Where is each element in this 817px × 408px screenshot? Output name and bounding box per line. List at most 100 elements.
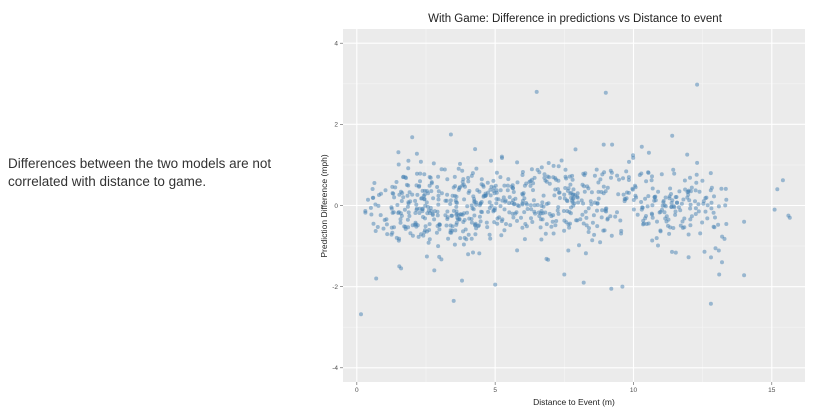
data-point — [510, 183, 515, 188]
data-point — [436, 193, 441, 198]
data-point — [497, 215, 502, 220]
data-point — [680, 219, 685, 224]
data-point — [498, 188, 503, 193]
data-point — [403, 224, 408, 229]
data-point — [519, 215, 523, 220]
data-point — [570, 196, 575, 201]
data-point — [542, 172, 547, 177]
data-point — [426, 240, 431, 245]
data-point — [451, 185, 456, 190]
data-point — [419, 232, 423, 237]
data-point — [641, 218, 646, 223]
data-point — [649, 178, 654, 183]
data-point — [469, 220, 474, 225]
data-point — [568, 221, 572, 226]
data-point — [639, 144, 644, 149]
data-point — [551, 175, 556, 180]
data-point — [709, 255, 713, 260]
data-point — [423, 224, 428, 229]
data-point — [543, 231, 548, 236]
data-point — [563, 167, 568, 172]
data-point — [457, 217, 462, 222]
data-point — [592, 232, 597, 237]
data-point — [547, 181, 552, 186]
data-point — [369, 212, 374, 217]
data-point — [453, 198, 458, 203]
data-point — [571, 187, 576, 192]
data-point — [469, 217, 474, 221]
x-axis-ticks: 0 5 10 15 — [355, 382, 776, 394]
data-point — [595, 224, 600, 229]
data-point — [599, 215, 604, 220]
data-point — [470, 171, 475, 176]
data-point — [627, 159, 631, 164]
data-point — [546, 161, 551, 165]
data-point — [446, 236, 451, 241]
data-point — [434, 230, 439, 235]
data-point — [705, 216, 710, 221]
data-point — [663, 195, 668, 200]
data-point — [522, 237, 527, 242]
data-point — [451, 298, 456, 303]
data-point — [581, 221, 586, 226]
data-point — [443, 213, 448, 218]
data-point — [575, 191, 580, 196]
data-point — [567, 174, 572, 179]
data-point — [499, 154, 504, 159]
data-point — [545, 174, 550, 179]
y-tick-label: 4 — [334, 41, 338, 48]
data-point — [673, 250, 678, 255]
data-point — [371, 221, 376, 226]
data-point — [705, 203, 710, 208]
data-point — [390, 191, 395, 196]
data-point — [445, 192, 450, 197]
y-axis-ticks: -4 -2 0 2 4 — [332, 41, 343, 372]
data-point — [489, 158, 493, 163]
data-point — [613, 214, 618, 219]
data-point — [426, 191, 430, 196]
data-point — [510, 186, 515, 191]
data-point — [601, 142, 606, 147]
caption-text: Differences between the two models are n… — [8, 156, 272, 189]
data-point — [422, 188, 427, 193]
data-point — [556, 211, 561, 216]
data-point — [689, 214, 694, 219]
data-point — [742, 273, 747, 278]
data-point — [418, 171, 423, 176]
data-point — [775, 187, 780, 192]
data-point — [772, 207, 777, 212]
data-point — [406, 158, 411, 163]
data-point — [610, 142, 615, 147]
data-point — [650, 203, 655, 208]
data-point — [675, 200, 679, 205]
data-point — [582, 184, 586, 189]
data-point — [787, 215, 792, 220]
data-point — [605, 185, 610, 190]
data-point — [432, 217, 437, 222]
data-point — [541, 193, 546, 198]
data-point — [494, 201, 499, 206]
data-point — [462, 218, 467, 222]
x-axis-label: Distance to Event (m) — [533, 397, 615, 407]
data-point — [712, 225, 717, 230]
data-point — [402, 207, 407, 212]
data-point — [529, 207, 534, 212]
data-point — [398, 220, 403, 225]
data-point — [410, 192, 415, 197]
data-point — [486, 190, 490, 195]
data-point — [405, 204, 410, 209]
data-point — [407, 190, 412, 195]
data-point — [531, 181, 536, 186]
data-point — [586, 186, 591, 191]
data-point — [596, 180, 601, 185]
data-point — [477, 214, 482, 219]
data-point — [586, 230, 591, 234]
data-point — [458, 212, 463, 217]
data-point — [529, 216, 533, 221]
data-point — [624, 169, 629, 174]
data-point — [385, 232, 390, 237]
data-point — [661, 200, 666, 205]
data-point — [556, 178, 561, 183]
data-point — [417, 183, 422, 188]
